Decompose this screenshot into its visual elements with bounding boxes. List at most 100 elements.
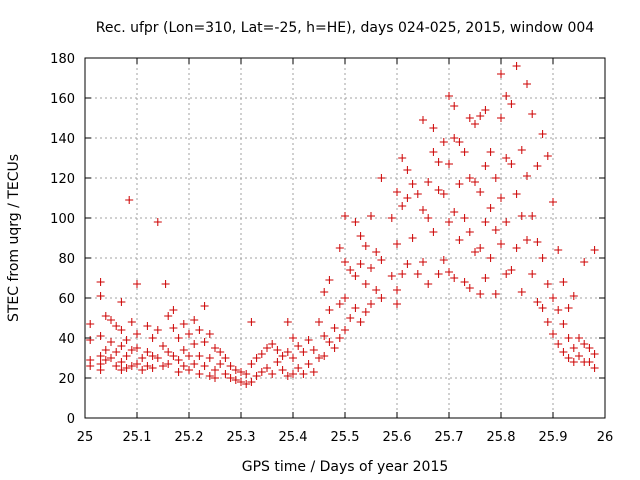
data-point — [533, 238, 542, 246]
x-tick-label: 25.3 — [227, 430, 256, 445]
data-point — [445, 218, 453, 226]
data-point — [325, 276, 334, 284]
data-point — [143, 348, 152, 356]
data-point — [393, 286, 401, 294]
data-point — [393, 188, 401, 196]
data-point — [96, 278, 105, 286]
y-tick-label: 100 — [50, 212, 75, 227]
data-point — [528, 110, 537, 118]
data-point — [101, 312, 110, 320]
data-point — [554, 306, 563, 314]
data-point — [221, 354, 230, 362]
data-point — [148, 364, 157, 372]
data-point — [242, 370, 251, 378]
data-point — [403, 166, 412, 174]
data-point — [247, 318, 256, 326]
data-point — [101, 346, 110, 354]
x-tick-label: 25.4 — [279, 430, 308, 445]
data-point — [398, 202, 407, 210]
chart-title: Rec. ufpr (Lon=310, Lat=-25, h=HE), days… — [96, 20, 595, 36]
data-point — [377, 174, 386, 182]
data-point — [356, 318, 365, 326]
data-point — [283, 372, 292, 380]
data-point — [242, 380, 251, 388]
x-tick-label: 25.1 — [123, 430, 152, 445]
data-point — [179, 346, 188, 354]
data-point — [361, 308, 370, 316]
data-point — [424, 280, 433, 288]
data-point — [528, 212, 537, 220]
data-point — [398, 154, 407, 162]
data-point — [226, 362, 235, 370]
data-point — [507, 266, 516, 274]
data-point — [107, 338, 115, 346]
data-point — [341, 294, 349, 302]
data-point — [491, 226, 500, 234]
data-point — [96, 332, 105, 340]
data-point — [455, 236, 464, 244]
data-point — [507, 160, 516, 168]
axis-ticks: 25 25.1 25.2 25.3 25.4 25.5 25.6 25.7 25.8 25.9 26… — [50, 52, 613, 445]
data-point — [533, 298, 542, 306]
data-point — [549, 294, 557, 302]
data-point — [138, 366, 147, 374]
y-tick-label: 40 — [58, 332, 75, 347]
data-point — [471, 178, 479, 186]
x-tick-label: 25 — [77, 430, 94, 445]
data-point — [346, 266, 355, 274]
data-point — [481, 162, 490, 170]
data-point — [86, 362, 95, 370]
data-point — [559, 278, 568, 286]
data-point — [330, 344, 339, 352]
data-point — [211, 374, 219, 382]
data-point — [434, 270, 443, 278]
data-point — [502, 218, 511, 226]
data-point — [445, 268, 453, 276]
data-point — [491, 290, 500, 298]
data-point — [580, 258, 589, 266]
data-point — [543, 152, 552, 160]
data-point — [127, 362, 136, 370]
data-point — [460, 278, 469, 286]
data-point — [419, 206, 427, 214]
data-point — [211, 344, 219, 352]
data-point — [299, 348, 308, 356]
data-point — [247, 378, 256, 386]
data-point — [372, 286, 381, 294]
data-point — [153, 218, 162, 226]
data-point — [268, 340, 277, 348]
data-point — [486, 204, 495, 212]
data-point — [127, 318, 136, 326]
y-tick-label: 160 — [50, 92, 75, 107]
data-point — [564, 334, 573, 342]
data-point — [263, 344, 271, 352]
data-point — [465, 174, 474, 182]
data-point — [554, 246, 563, 254]
data-point — [497, 240, 505, 248]
data-point — [460, 148, 469, 156]
data-point — [86, 336, 95, 344]
data-point — [507, 100, 516, 108]
data-point — [96, 366, 105, 374]
x-tick-label: 26 — [597, 430, 614, 445]
data-point — [205, 372, 214, 380]
data-point — [304, 360, 313, 368]
data-point — [263, 364, 271, 372]
data-point — [356, 260, 365, 268]
data-point — [112, 362, 121, 370]
data-point — [133, 330, 141, 338]
x-axis-title: GPS time / Days of year 2015 — [242, 459, 449, 475]
data-point — [523, 172, 531, 180]
data-point — [226, 374, 235, 382]
data-point — [205, 330, 214, 338]
data-point — [122, 336, 131, 344]
data-point — [86, 320, 95, 328]
data-point — [174, 356, 183, 364]
data-point — [231, 376, 240, 384]
data-point — [122, 352, 131, 360]
data-point — [434, 158, 443, 166]
data-point — [460, 214, 469, 222]
data-point — [413, 270, 422, 278]
data-point — [179, 320, 188, 328]
